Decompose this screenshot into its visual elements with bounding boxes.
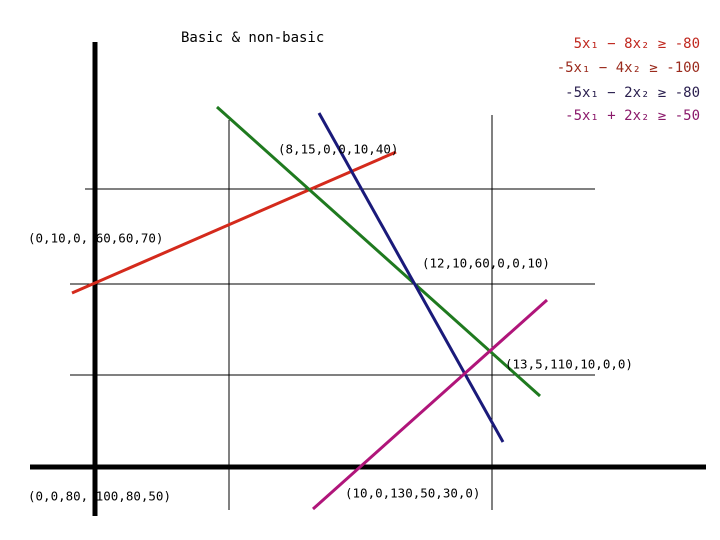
constraint-line [215,105,542,398]
constraint: -5x₁ + 2x₂ ≥ -50 [565,108,700,124]
point-label: (0,10,0, 60,60,70) [28,231,163,246]
point-label: (0,0,80, 100,80,50) [28,489,171,504]
point-label: (10,0,130,50,30,0) [345,486,480,501]
point-label: (12,10,60,0,0,10) [422,256,550,271]
title: Basic & non-basic [181,30,324,46]
constraint-line [317,112,505,443]
constraint: -5x₁ − 4x₂ ≥ -100 [557,60,700,76]
point-label: (13,5,110,10,0,0) [505,357,633,372]
point-label: (8,15,0,0,10,40) [278,142,398,157]
constraint-line [71,150,397,295]
constraint-line [312,298,548,511]
constraint: -5x₁ − 2x₂ ≥ -80 [565,85,700,101]
constraint: 5x₁ − 8x₂ ≥ -80 [574,36,700,52]
